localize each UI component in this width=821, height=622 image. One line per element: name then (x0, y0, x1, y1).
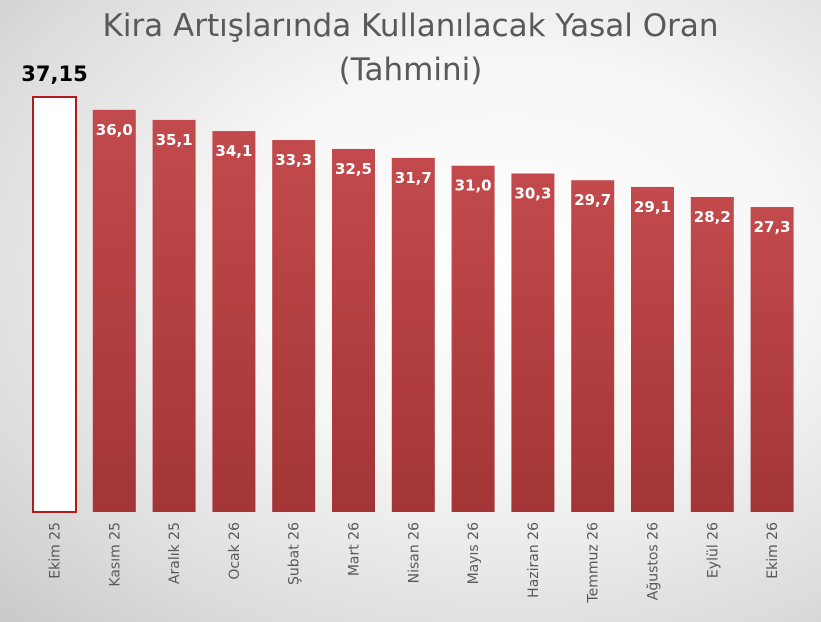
bar-1 (32, 96, 77, 513)
x-tick-label-4: Ocak 26 (227, 522, 243, 580)
value-label-7: 31,7 (395, 169, 432, 187)
bar-7 (391, 157, 435, 512)
x-tick-label-10: Temmuz 26 (586, 522, 602, 604)
x-tick-label-12: Eylül 26 (705, 522, 721, 578)
value-label-9: 30,3 (514, 185, 551, 203)
value-label-8: 31,0 (455, 177, 492, 195)
value-label-3: 35,1 (156, 131, 193, 149)
x-tick-label-11: Ağustos 26 (646, 522, 662, 600)
x-tick-label-1: Ekim 25 (48, 522, 64, 579)
value-label-5: 33,3 (275, 151, 312, 169)
value-label-12: 28,2 (694, 208, 731, 226)
value-label-4: 34,1 (215, 142, 252, 160)
bar-2 (92, 109, 136, 513)
x-tick-label-6: Mart 26 (347, 522, 363, 576)
bar-13 (750, 207, 794, 513)
bar-3 (152, 119, 196, 513)
value-label-1: 37,15 (21, 62, 87, 86)
bar-5 (272, 140, 316, 513)
chart-title: Kira Artışlarında Kullanılacak Yasal Ora… (0, 4, 821, 92)
bar-10 (571, 180, 615, 512)
x-tick-label-2: Kasım 25 (107, 522, 123, 587)
bar-4 (212, 131, 256, 512)
value-label-11: 29,1 (634, 198, 671, 216)
x-tick-label-8: Mayıs 26 (466, 522, 482, 584)
x-tick-label-7: Nisan 26 (406, 522, 422, 583)
value-label-10: 29,7 (574, 191, 611, 209)
x-tick-label-13: Ekim 26 (765, 522, 781, 579)
bar-8 (451, 165, 495, 512)
bar-12 (690, 196, 734, 513)
value-label-2: 36,0 (96, 121, 133, 139)
x-tick-label-5: Şubat 26 (287, 522, 303, 585)
value-label-13: 27,3 (754, 218, 791, 236)
bar-11 (631, 186, 674, 513)
chart-title-line-1: Kira Artışlarında Kullanılacak Yasal Ora… (102, 8, 719, 44)
chart-title-line-2: (Tahmini) (338, 52, 483, 88)
x-tick-label-9: Haziran 26 (526, 522, 542, 598)
bar-9 (511, 173, 555, 512)
bar-6 (332, 148, 375, 512)
x-tick-label-3: Aralık 25 (167, 522, 183, 584)
value-label-6: 32,5 (335, 160, 372, 178)
